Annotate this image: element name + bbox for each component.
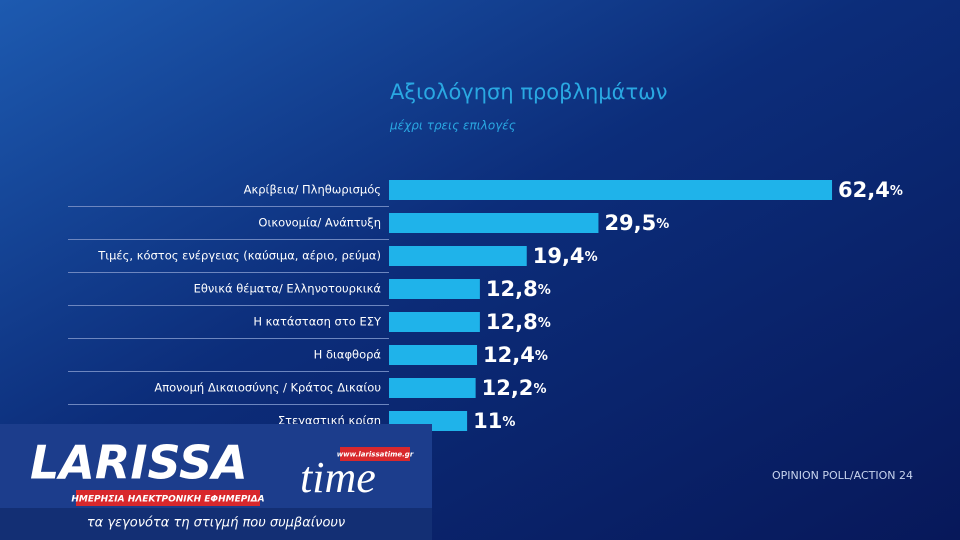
- logo-name: time: [300, 453, 376, 502]
- bar: [389, 246, 527, 266]
- bar: [389, 345, 478, 365]
- value-label: 12,8%: [486, 277, 551, 301]
- logo: LARISSA time ΗΜΕΡΗΣΙΑ ΗΛΕΚΤΡΟΝΙΚΗ ΕΦΗΜΕΡ…: [0, 424, 432, 540]
- bar: [389, 279, 480, 299]
- value-label: 62,4%: [838, 178, 903, 202]
- value-label: 11%: [473, 409, 515, 433]
- category-label: Ακρίβεια/ Πληθωρισμός: [244, 183, 381, 197]
- category-label: Η κατάσταση στο ΕΣΥ: [253, 315, 382, 329]
- category-label: Η διαφθορά: [314, 348, 382, 362]
- value-label: 19,4%: [533, 244, 598, 268]
- logo-url: www.larissatime.gr: [337, 451, 414, 459]
- category-label: Εθνικά θέματα/ Ελληνοτουρκικά: [194, 282, 382, 296]
- bar: [389, 213, 599, 233]
- category-label: Τιμές, κόστος ενέργειας (καύσιμα, αέριο,…: [97, 249, 381, 263]
- value-label: 29,5%: [604, 211, 669, 235]
- value-label: 12,2%: [482, 376, 547, 400]
- bar: [389, 312, 480, 332]
- category-label: Οικονομία/ Ανάπτυξη: [258, 216, 381, 230]
- category-label: Απονομή Δικαιοσύνης / Κράτος Δικαίου: [154, 381, 381, 395]
- bar: [389, 378, 476, 398]
- logo-url-box: [340, 447, 410, 461]
- chart-title: Αξιολόγηση προβλημάτων: [390, 80, 667, 104]
- bar: [389, 180, 833, 200]
- logo-name: LARISSA: [30, 436, 248, 490]
- value-label: 12,4%: [483, 343, 548, 367]
- logo-tagline: τα γεγονότα τη στιγμή που συμβαίνουν: [87, 516, 345, 531]
- logo-banner-box: [76, 490, 260, 506]
- source: OPINION POLL/ACTION 24: [772, 469, 913, 482]
- value-label: 12,8%: [486, 310, 551, 334]
- logo-strip: [0, 508, 432, 540]
- chart-subtitle: μέχρι τρεις επιλογές: [389, 119, 516, 133]
- logo-banner: ΗΜΕΡΗΣΙΑ ΗΛΕΚΤΡΟΝΙΚΗ ΕΦΗΜΕΡΙΔΑ: [71, 495, 264, 505]
